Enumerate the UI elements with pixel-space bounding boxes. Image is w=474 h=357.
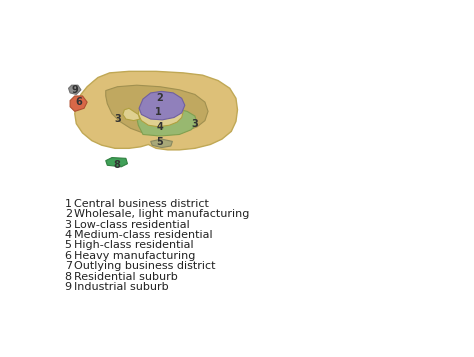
Polygon shape [138, 99, 183, 127]
Text: Medium-class residential: Medium-class residential [74, 230, 213, 240]
Text: 5: 5 [64, 240, 72, 250]
Text: Wholesale, light manufacturing: Wholesale, light manufacturing [74, 209, 249, 219]
Polygon shape [151, 139, 173, 147]
Text: 6: 6 [75, 97, 82, 107]
Text: Heavy manufacturing: Heavy manufacturing [74, 251, 195, 261]
Text: 8: 8 [64, 272, 72, 282]
Text: Central business district: Central business district [74, 199, 209, 209]
Text: 3: 3 [191, 119, 198, 129]
Polygon shape [75, 71, 237, 150]
Text: Residential suburb: Residential suburb [74, 272, 178, 282]
Text: 8: 8 [113, 160, 120, 170]
Polygon shape [69, 85, 81, 95]
Text: 7: 7 [64, 261, 72, 271]
Text: 3: 3 [64, 220, 72, 230]
Text: 9: 9 [64, 282, 72, 292]
Text: Low-class residential: Low-class residential [74, 220, 190, 230]
Polygon shape [106, 157, 128, 167]
Text: 2: 2 [64, 209, 72, 219]
Text: Outlying business district: Outlying business district [74, 261, 216, 271]
Text: Industrial suburb: Industrial suburb [74, 282, 169, 292]
Text: 1: 1 [64, 199, 72, 209]
Text: 6: 6 [64, 251, 72, 261]
Polygon shape [139, 91, 185, 120]
Text: 9: 9 [72, 85, 78, 95]
Text: 4: 4 [156, 122, 164, 132]
Polygon shape [137, 108, 197, 136]
Polygon shape [106, 85, 208, 135]
Text: 2: 2 [156, 93, 164, 103]
Text: 3: 3 [114, 114, 121, 124]
Polygon shape [70, 96, 87, 111]
Text: 1: 1 [155, 107, 162, 117]
Polygon shape [123, 108, 140, 121]
Text: 4: 4 [64, 230, 72, 240]
Text: 5: 5 [156, 137, 164, 147]
Text: High-class residential: High-class residential [74, 240, 193, 250]
